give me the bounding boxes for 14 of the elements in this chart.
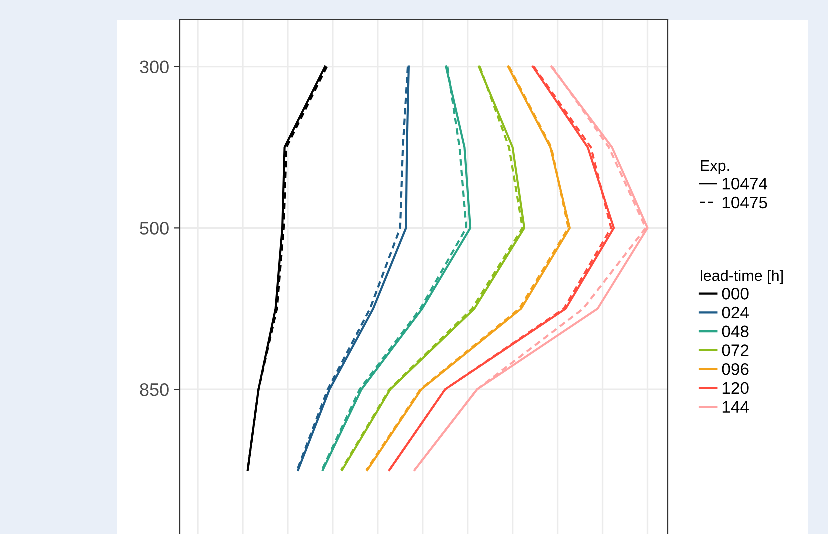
y-tick-label: 850 — [140, 384, 169, 396]
y-tick-label: 500 — [140, 222, 169, 235]
legend-label: 024 — [722, 306, 749, 319]
legend-label: 072 — [722, 344, 749, 356]
legend-label: 048 — [722, 326, 749, 338]
text: 10475 — [722, 196, 768, 209]
legend-title: lead-time [h] — [701, 270, 783, 284]
y-tick-label: 300 — [140, 60, 169, 74]
legend-label: 096 — [722, 363, 749, 376]
legend-label: 144 — [722, 401, 749, 413]
text: Exp. — [701, 160, 730, 174]
legend-label: 000 — [722, 288, 749, 300]
text: 10474 — [722, 178, 768, 190]
legend-label: 120 — [722, 382, 749, 394]
